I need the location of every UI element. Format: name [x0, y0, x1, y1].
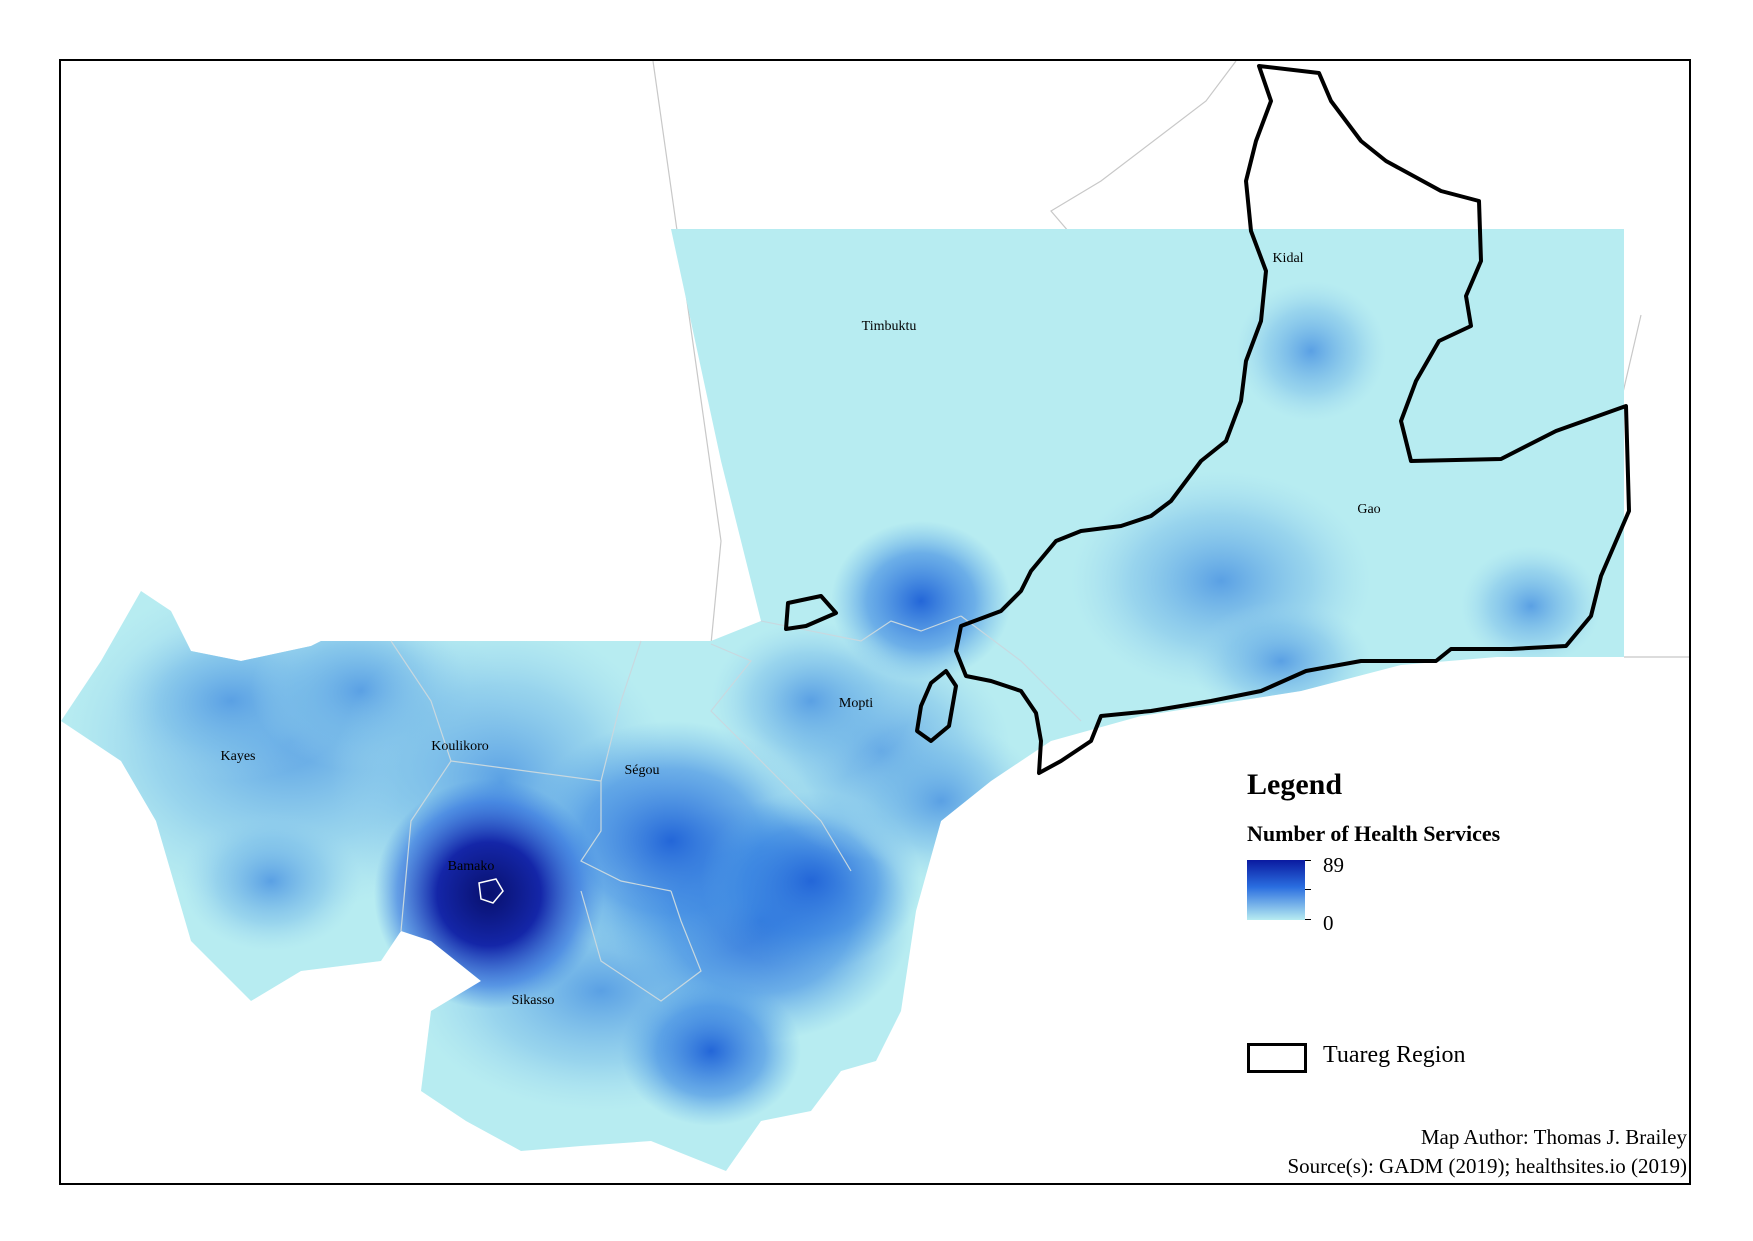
region-label-sikasso: Sikasso — [511, 993, 555, 1008]
legend-min-value: 0 — [1323, 911, 1334, 935]
legend: Legend Number of Health Services 89 0 Tu… — [1247, 768, 1647, 1098]
region-label-segou: Ségou — [624, 763, 660, 778]
bamako-outline — [478, 878, 504, 904]
region-label-kidal: Kidal — [1272, 251, 1304, 266]
map-credits: Map Author: Thomas J. Brailey Source(s):… — [1287, 1123, 1687, 1181]
legend-tuareg-label: Tuareg Region — [1323, 1042, 1466, 1068]
region-label-mopti: Mopti — [838, 696, 874, 711]
map-sources: Source(s): GADM (2019); healthsites.io (… — [1287, 1154, 1687, 1178]
legend-color-ramp — [1247, 860, 1305, 920]
admin-boundaries — [390, 615, 1082, 1002]
region-label-timbuktu: Timbuktu — [861, 319, 917, 334]
legend-max-value: 89 — [1323, 853, 1344, 877]
legend-tick-min — [1305, 919, 1311, 920]
tuareg-region-outline — [784, 64, 1631, 775]
region-label-koulikoro: Koulikoro — [431, 739, 489, 754]
legend-tick-max — [1305, 860, 1311, 861]
region-label-gao: Gao — [1357, 502, 1381, 517]
legend-tuareg-swatch — [1247, 1043, 1307, 1073]
region-label-kayes: Kayes — [220, 749, 256, 764]
map-frame: Kayes Koulikoro Bamako Ségou Sikasso Mop… — [59, 59, 1691, 1185]
legend-title: Legend — [1247, 768, 1343, 801]
legend-subtitle: Number of Health Services — [1247, 821, 1501, 846]
heatmap-map — [61, 61, 1689, 1171]
legend-tick-mid — [1305, 889, 1311, 890]
region-label-bamako: Bamako — [447, 859, 495, 874]
map-author: Map Author: Thomas J. Brailey — [1420, 1125, 1687, 1149]
